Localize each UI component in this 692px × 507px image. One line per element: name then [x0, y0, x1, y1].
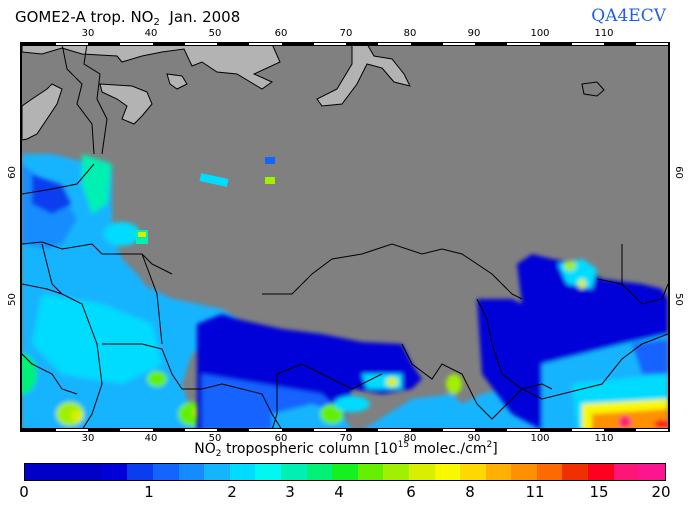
axis-segment [443, 429, 475, 431]
cb-title-exp: 15 [398, 440, 409, 450]
lon-tick-top: 110 [594, 28, 613, 39]
colorbar-tick-label: 1 [144, 483, 154, 501]
colorbar-segment [588, 464, 614, 480]
colorbar-segment [460, 464, 486, 480]
axis-segment [185, 43, 217, 45]
axis-segment [636, 429, 668, 431]
colorbar-segment [332, 464, 358, 480]
cb-title-unit: molec./cm [409, 441, 486, 457]
axis-segment [120, 43, 152, 45]
colorbar-tick-label: 2 [227, 483, 237, 501]
colorbar-tick-label: 8 [465, 483, 475, 501]
brand-label: QA4ECV [591, 6, 666, 26]
axis-segment [249, 43, 281, 45]
axis-segment [572, 43, 604, 45]
colorbar-segment [127, 464, 153, 480]
axis-segment [507, 43, 539, 45]
axis-segment [378, 43, 410, 45]
axis-segment [56, 43, 88, 45]
colorbar-segment [409, 464, 435, 480]
colorbar-segment [255, 464, 281, 480]
colorbar-segment [537, 464, 563, 480]
cb-title-close: ] [492, 441, 497, 457]
map-frame [20, 42, 670, 432]
title-date: Jan. 2008 [160, 8, 240, 26]
lon-tick-top: 50 [209, 28, 222, 39]
axis-segment [636, 43, 668, 45]
colorbar-title: NO2 tropospheric column [1015 molec./cm2… [0, 440, 692, 459]
colorbar-segment [358, 464, 384, 480]
colorbar-tick-label: 0 [19, 483, 29, 501]
axis-segment [443, 43, 475, 45]
lat-tick-left: 50 [7, 293, 18, 306]
colorbar-tick-label: 20 [651, 483, 670, 501]
colorbar-segment [102, 464, 128, 480]
map-title: GOME2-A trop. NO2 Jan. 2008 [15, 8, 240, 28]
lon-tick-top: 90 [468, 28, 481, 39]
colorbar-segment [281, 464, 307, 480]
colorbar-segment [562, 464, 588, 480]
colorbar-segment [486, 464, 512, 480]
lon-tick-top: 70 [340, 28, 353, 39]
colorbar-tick-label: 4 [334, 483, 344, 501]
cb-title-no: NO [194, 441, 216, 457]
colorbar-segment [614, 464, 640, 480]
colorbar-segment [179, 464, 205, 480]
colorbar-segment [51, 464, 77, 480]
axis-segment [56, 429, 88, 431]
colorbar-segment [307, 464, 333, 480]
colorbar-segment [383, 464, 409, 480]
colorbar-segment [230, 464, 256, 480]
colorbar-segment [25, 464, 51, 480]
colorbar-tick-label: 6 [406, 483, 416, 501]
axis-segment [507, 429, 539, 431]
colorbar-tick-label: 3 [285, 483, 295, 501]
axis-segment [120, 429, 152, 431]
title-text: GOME2-A trop. NO [15, 8, 154, 26]
colorbar-segment [639, 464, 665, 480]
axis-segment [572, 429, 604, 431]
axis-segment [378, 429, 410, 431]
lat-tick-right: 60 [673, 166, 684, 179]
colorbar-segment [153, 464, 179, 480]
no2-map [22, 44, 668, 430]
colorbar-tick-label: 15 [589, 483, 608, 501]
cb-title-mid: tropospheric column [10 [222, 441, 398, 457]
colorbar [24, 463, 666, 481]
lon-tick-top: 40 [145, 28, 158, 39]
axis-segment [185, 429, 217, 431]
axis-segment [314, 429, 346, 431]
lat-tick-right: 50 [673, 293, 684, 306]
axis-segment [314, 43, 346, 45]
lon-tick-top: 30 [82, 28, 95, 39]
axis-segment [249, 429, 281, 431]
colorbar-segment [204, 464, 230, 480]
lat-tick-left: 60 [7, 166, 18, 179]
colorbar-segment [511, 464, 537, 480]
lon-tick-top: 100 [530, 28, 549, 39]
lon-tick-top: 60 [275, 28, 288, 39]
colorbar-segment [435, 464, 461, 480]
colorbar-segment [76, 464, 102, 480]
colorbar-tick-label: 11 [525, 483, 544, 501]
lon-tick-top: 80 [404, 28, 417, 39]
